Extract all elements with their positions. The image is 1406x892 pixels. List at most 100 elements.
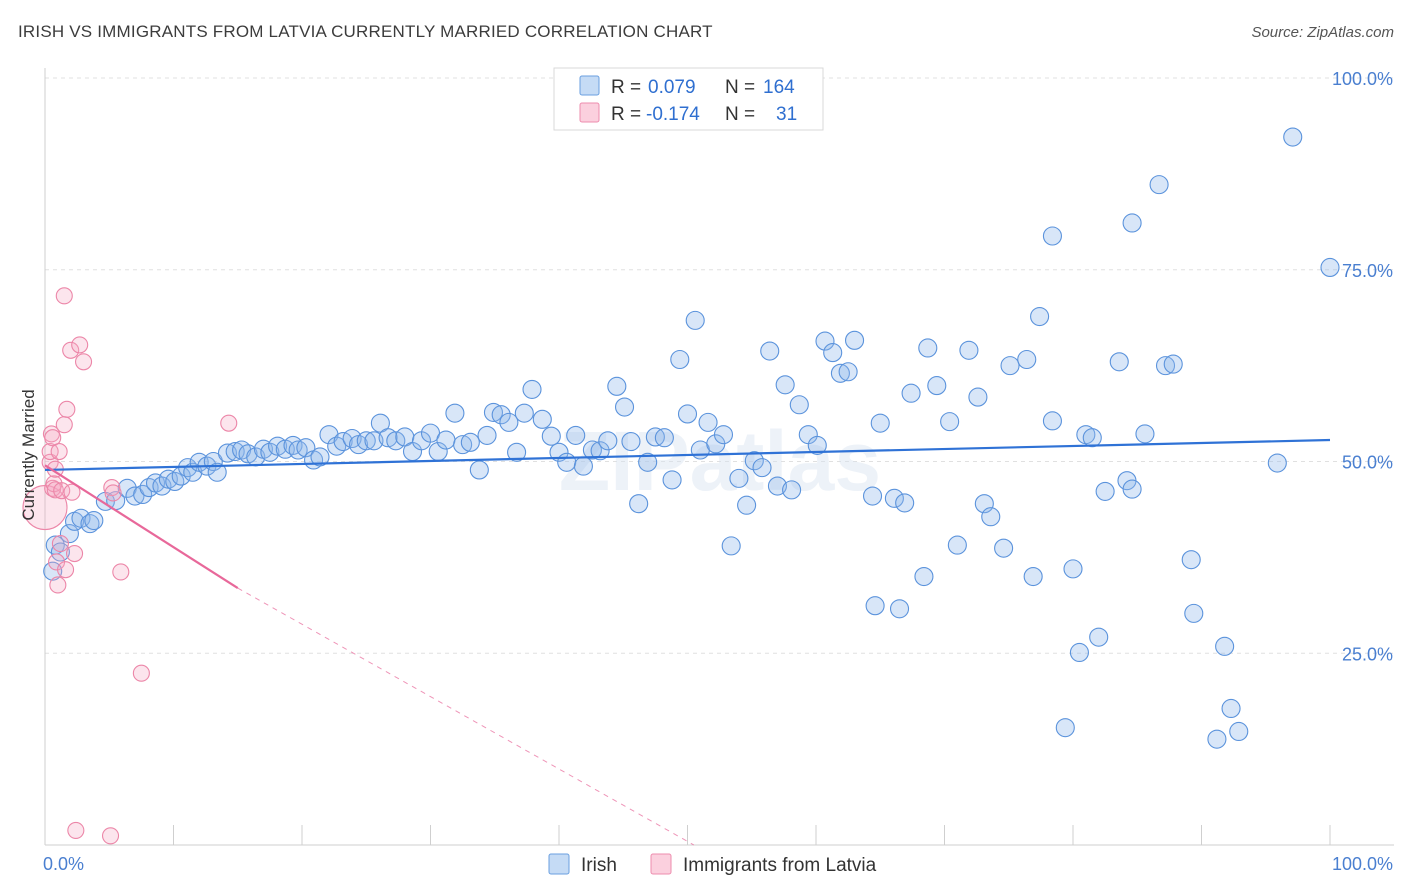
- irish-point: [491, 405, 511, 425]
- latvia-point: [41, 442, 59, 461]
- irish-point: [532, 409, 552, 429]
- irish-point: [807, 435, 827, 455]
- irish-point: [1109, 352, 1129, 372]
- irish-point: [662, 470, 682, 490]
- latvia-point: [62, 341, 80, 359]
- irish-point: [1042, 226, 1062, 246]
- bottom-legend-label-latvia: Immigrants from Latvia: [683, 855, 877, 876]
- irish-point: [823, 343, 843, 363]
- irish-point: [844, 330, 865, 350]
- irish-point: [84, 511, 104, 531]
- irish-point: [884, 488, 904, 508]
- irish-point: [830, 363, 850, 383]
- legend-n-value-latvia: 31: [776, 104, 797, 125]
- legend-n-label-latvia: N =: [725, 104, 755, 125]
- irish-point: [638, 452, 658, 472]
- irish-point: [981, 507, 1001, 527]
- y-tick-label: 50.0%: [1342, 453, 1393, 473]
- latvia-point: [55, 287, 73, 305]
- irish-point: [469, 460, 489, 480]
- irish-point: [1122, 479, 1142, 499]
- irish-point: [654, 428, 674, 448]
- latvia-point: [101, 827, 120, 845]
- irish-point: [775, 375, 795, 395]
- irish-point: [1283, 127, 1303, 147]
- latvia-point: [51, 535, 69, 553]
- irish-point: [870, 413, 890, 433]
- irish-point: [1089, 627, 1109, 647]
- irish-point: [598, 431, 618, 451]
- latvia-point: [66, 544, 84, 563]
- irish-point: [378, 428, 398, 448]
- irish-point: [737, 495, 757, 515]
- irish-point: [670, 349, 690, 370]
- irish-point: [207, 462, 227, 482]
- irish-point: [460, 432, 480, 452]
- irish-point: [1149, 175, 1169, 195]
- irish-point: [1184, 603, 1204, 623]
- legend-n-value-irish: 164: [763, 77, 795, 98]
- irish-point: [477, 425, 497, 445]
- bottom-legend-swatch-irish: [548, 853, 570, 875]
- irish-point: [1122, 213, 1142, 233]
- irish-point: [573, 456, 593, 476]
- legend-n-label-irish: N =: [725, 77, 755, 98]
- irish-point: [445, 403, 465, 423]
- latvia-point: [104, 484, 122, 502]
- irish-point: [1063, 559, 1083, 579]
- latvia-point: [63, 483, 81, 501]
- latvia-point: [103, 479, 121, 497]
- irish-point: [1030, 306, 1050, 327]
- irish-point: [514, 403, 534, 423]
- y-axis-label: Currently Married: [19, 389, 38, 520]
- legend-r-label-irish: R =: [611, 77, 641, 98]
- watermark: ZIPatlas: [559, 414, 881, 508]
- latvia-point: [67, 821, 85, 839]
- irish-point: [43, 561, 63, 581]
- irish-point: [1017, 349, 1037, 370]
- irish-point: [296, 438, 316, 458]
- irish-point: [59, 524, 79, 544]
- irish-point: [566, 425, 586, 445]
- irish-point: [1320, 257, 1340, 277]
- irish-point: [815, 331, 835, 351]
- irish-point: [499, 412, 519, 432]
- irish-point: [862, 486, 883, 506]
- irish-point: [713, 425, 734, 445]
- legend-r-value-irish: 0.079: [648, 77, 696, 98]
- irish-point: [1055, 718, 1075, 738]
- irish-point: [1207, 729, 1227, 749]
- irish-point: [895, 493, 915, 513]
- legend-r-label-latvia: R =: [611, 104, 641, 125]
- irish-point: [217, 443, 238, 463]
- irish-point: [767, 476, 788, 496]
- irish-point: [1155, 356, 1176, 376]
- irish-point: [165, 471, 185, 491]
- irish-point: [752, 458, 772, 478]
- bottom-legend-label-irish: Irish: [581, 855, 617, 876]
- y-tick-label: 75.0%: [1342, 261, 1393, 281]
- irish-point: [1069, 642, 1089, 663]
- irish-point: [356, 431, 376, 451]
- irish-point: [940, 412, 960, 432]
- source-credit: Source: ZipAtlas.com: [1251, 24, 1394, 41]
- irish-point: [677, 404, 698, 424]
- irish-point: [947, 535, 967, 555]
- irish-point: [1135, 424, 1155, 444]
- irish-point: [1095, 481, 1115, 501]
- trend-lines: [44, 438, 1331, 846]
- irish-point: [557, 452, 577, 472]
- irish-point: [590, 441, 610, 461]
- irish-point: [621, 432, 641, 452]
- latvia-point: [75, 353, 93, 371]
- x-tick-label-start: 0.0%: [43, 854, 84, 874]
- irish-point: [1215, 636, 1235, 656]
- latvia-point: [58, 400, 76, 418]
- irish-point: [364, 431, 384, 451]
- irish-point: [629, 494, 649, 514]
- irish-point: [582, 440, 602, 460]
- irish-point: [1163, 354, 1183, 374]
- latvia-point: [49, 576, 67, 594]
- irish-point: [1000, 356, 1020, 376]
